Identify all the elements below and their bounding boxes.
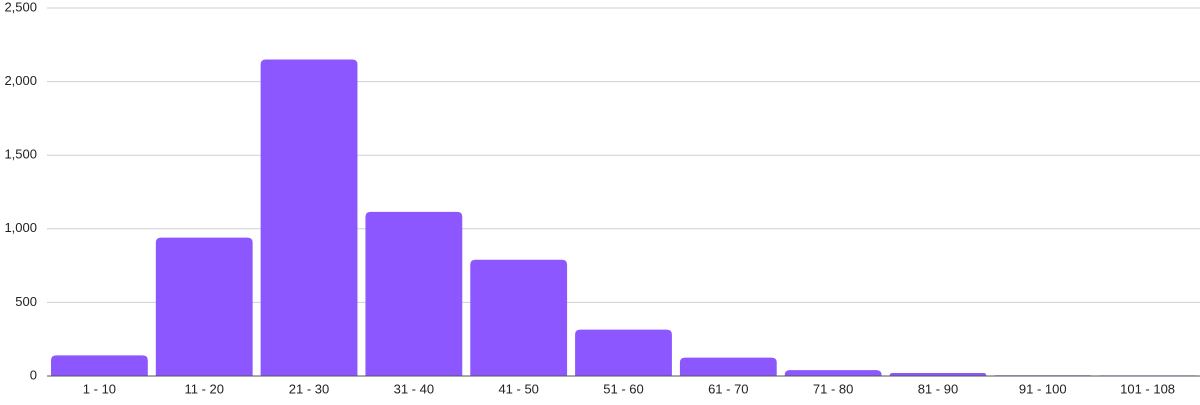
x-tick-label: 91 - 100 [1019,381,1067,396]
bar [470,259,568,376]
x-tick-label: 41 - 50 [498,381,538,396]
x-tick-label: 101 - 108 [1120,381,1175,396]
bar [260,59,358,377]
x-tick-label: 81 - 90 [918,381,958,396]
x-tick-label: 21 - 30 [289,381,329,396]
y-tick-label: 500 [15,294,37,309]
x-tick-label: 61 - 70 [708,381,748,396]
bar [784,370,882,376]
y-tick-label: 0 [30,367,37,382]
bar [365,211,463,376]
x-tick-label: 31 - 40 [394,381,434,396]
x-tick-label: 1 - 10 [83,381,116,396]
y-tick-label: 1,500 [4,147,37,162]
bar [155,237,253,376]
bar [679,357,777,376]
y-tick-label: 2,000 [4,73,37,88]
y-tick-label: 1,000 [4,220,37,235]
x-tick-label: 11 - 20 [184,381,224,396]
y-tick-label: 2,500 [4,0,37,14]
bar [575,329,672,376]
x-tick-label: 71 - 80 [813,381,853,396]
bar [889,373,987,376]
x-tick-label: 51 - 60 [603,381,643,396]
bar [51,355,148,376]
